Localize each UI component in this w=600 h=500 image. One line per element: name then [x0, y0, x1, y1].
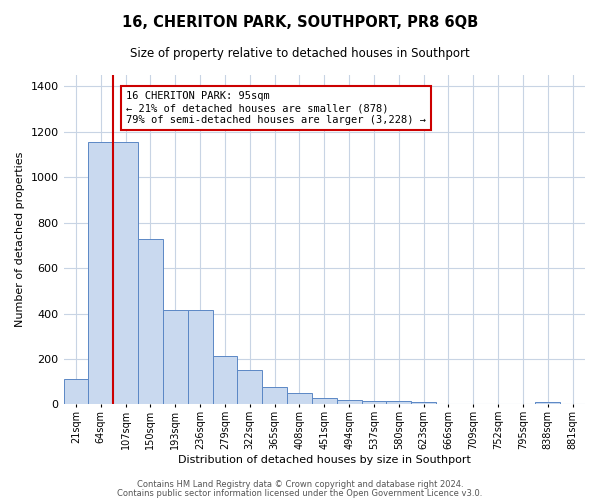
- Y-axis label: Number of detached properties: Number of detached properties: [15, 152, 25, 328]
- Bar: [262, 388, 287, 404]
- Bar: [238, 370, 262, 404]
- Bar: [535, 402, 560, 404]
- Bar: [386, 401, 411, 404]
- Bar: [163, 310, 188, 404]
- Bar: [64, 380, 88, 404]
- Bar: [113, 142, 138, 405]
- Text: Contains public sector information licensed under the Open Government Licence v3: Contains public sector information licen…: [118, 488, 482, 498]
- Bar: [312, 398, 337, 404]
- Bar: [411, 402, 436, 404]
- Bar: [188, 310, 212, 404]
- Bar: [138, 238, 163, 404]
- X-axis label: Distribution of detached houses by size in Southport: Distribution of detached houses by size …: [178, 455, 471, 465]
- Bar: [362, 401, 386, 404]
- Bar: [287, 393, 312, 404]
- Text: Size of property relative to detached houses in Southport: Size of property relative to detached ho…: [130, 48, 470, 60]
- Text: 16, CHERITON PARK, SOUTHPORT, PR8 6QB: 16, CHERITON PARK, SOUTHPORT, PR8 6QB: [122, 15, 478, 30]
- Text: 16 CHERITON PARK: 95sqm
← 21% of detached houses are smaller (878)
79% of semi-d: 16 CHERITON PARK: 95sqm ← 21% of detache…: [126, 92, 426, 124]
- Text: Contains HM Land Registry data © Crown copyright and database right 2024.: Contains HM Land Registry data © Crown c…: [137, 480, 463, 489]
- Bar: [212, 356, 238, 405]
- Bar: [88, 142, 113, 405]
- Bar: [337, 400, 362, 404]
